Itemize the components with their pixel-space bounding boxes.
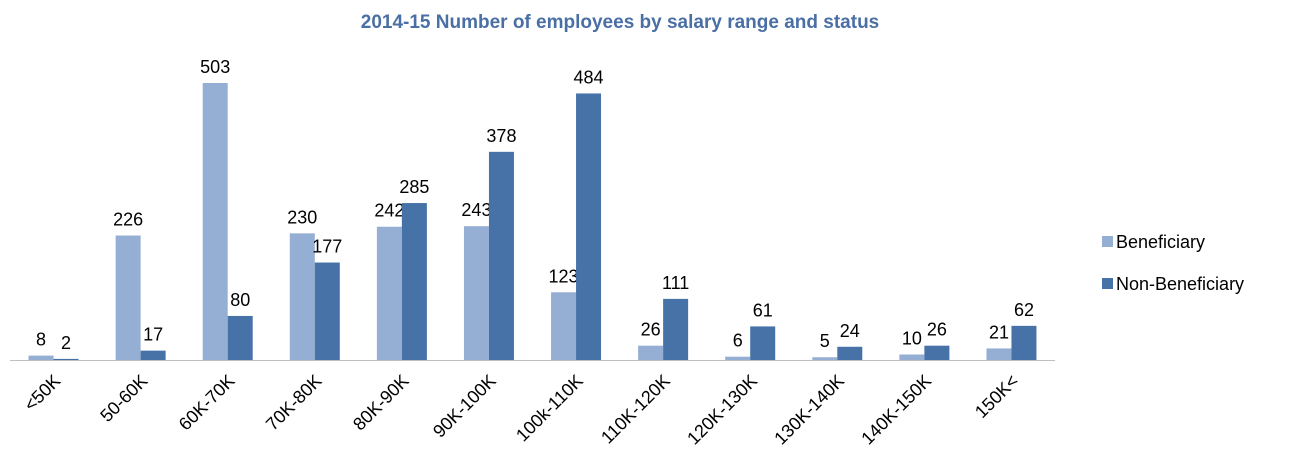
- x-tick-label: <50K: [20, 371, 64, 415]
- bar: [28, 355, 54, 360]
- x-tick-label: 150K<: [971, 371, 1022, 422]
- data-label: 61: [753, 300, 773, 320]
- bar: [1011, 325, 1037, 360]
- data-label: 230: [287, 207, 317, 227]
- data-label: 24: [840, 321, 860, 341]
- data-label: 111: [662, 273, 689, 293]
- data-label: 26: [641, 320, 661, 340]
- data-label: 8: [36, 330, 46, 350]
- bar: [115, 235, 141, 360]
- bar: [202, 83, 228, 360]
- bar: [289, 233, 315, 360]
- data-label: 6: [733, 331, 743, 351]
- legend-label: Beneficiary: [1116, 232, 1205, 252]
- bar: [463, 226, 489, 360]
- bar: [53, 358, 79, 360]
- legend-label: Non-Beneficiary: [1116, 274, 1244, 294]
- x-tick-label: 140K-150K: [857, 371, 935, 449]
- x-tick-label: 110K-120K: [597, 371, 674, 448]
- data-label: 378: [486, 126, 516, 146]
- x-tick-label: 50-60K: [96, 371, 151, 426]
- x-tick-label: 100k-110K: [512, 371, 587, 446]
- legend-swatch: [1102, 236, 1113, 247]
- bar: [837, 346, 863, 360]
- data-label: 177: [312, 237, 342, 257]
- data-label: 503: [200, 57, 230, 77]
- data-label: 80: [230, 290, 250, 310]
- bar: [576, 93, 602, 360]
- bar: [663, 298, 689, 360]
- data-label: 10: [902, 328, 922, 348]
- bar: [899, 354, 925, 360]
- bar: [986, 348, 1012, 360]
- data-label: 243: [461, 200, 491, 220]
- data-label: 484: [574, 67, 604, 87]
- bar: [812, 357, 838, 360]
- data-label: 17: [143, 325, 163, 345]
- bar: [750, 326, 776, 360]
- bar: [314, 262, 340, 360]
- bar: [376, 226, 402, 360]
- x-tick-label: 80K-90K: [349, 371, 413, 435]
- data-label: 5: [820, 331, 830, 351]
- data-label: 123: [549, 266, 579, 286]
- x-tick-label: 120K-130K: [683, 371, 761, 449]
- data-label: 21: [989, 322, 1009, 342]
- bar: [140, 350, 166, 360]
- bar: [227, 315, 253, 360]
- data-label: 226: [113, 210, 143, 230]
- x-tick-label: 130K-140K: [770, 371, 848, 449]
- bar: [551, 292, 577, 360]
- x-tick-label: 70K-80K: [262, 371, 326, 435]
- data-label: 242: [374, 201, 404, 221]
- data-label: 2: [61, 333, 71, 353]
- bar: [725, 356, 751, 360]
- data-label: 285: [399, 177, 429, 197]
- data-label: 62: [1014, 300, 1034, 320]
- bar: [488, 151, 514, 360]
- bar: [924, 345, 950, 360]
- bar: [638, 345, 664, 360]
- legend-swatch: [1102, 278, 1113, 289]
- x-tick-label: 90K-100K: [429, 371, 500, 442]
- chart-title: 2014-15 Number of employees by salary ra…: [361, 12, 880, 33]
- bar: [401, 203, 427, 360]
- data-label: 26: [927, 320, 947, 340]
- x-tick-label: 60K-70K: [175, 371, 239, 435]
